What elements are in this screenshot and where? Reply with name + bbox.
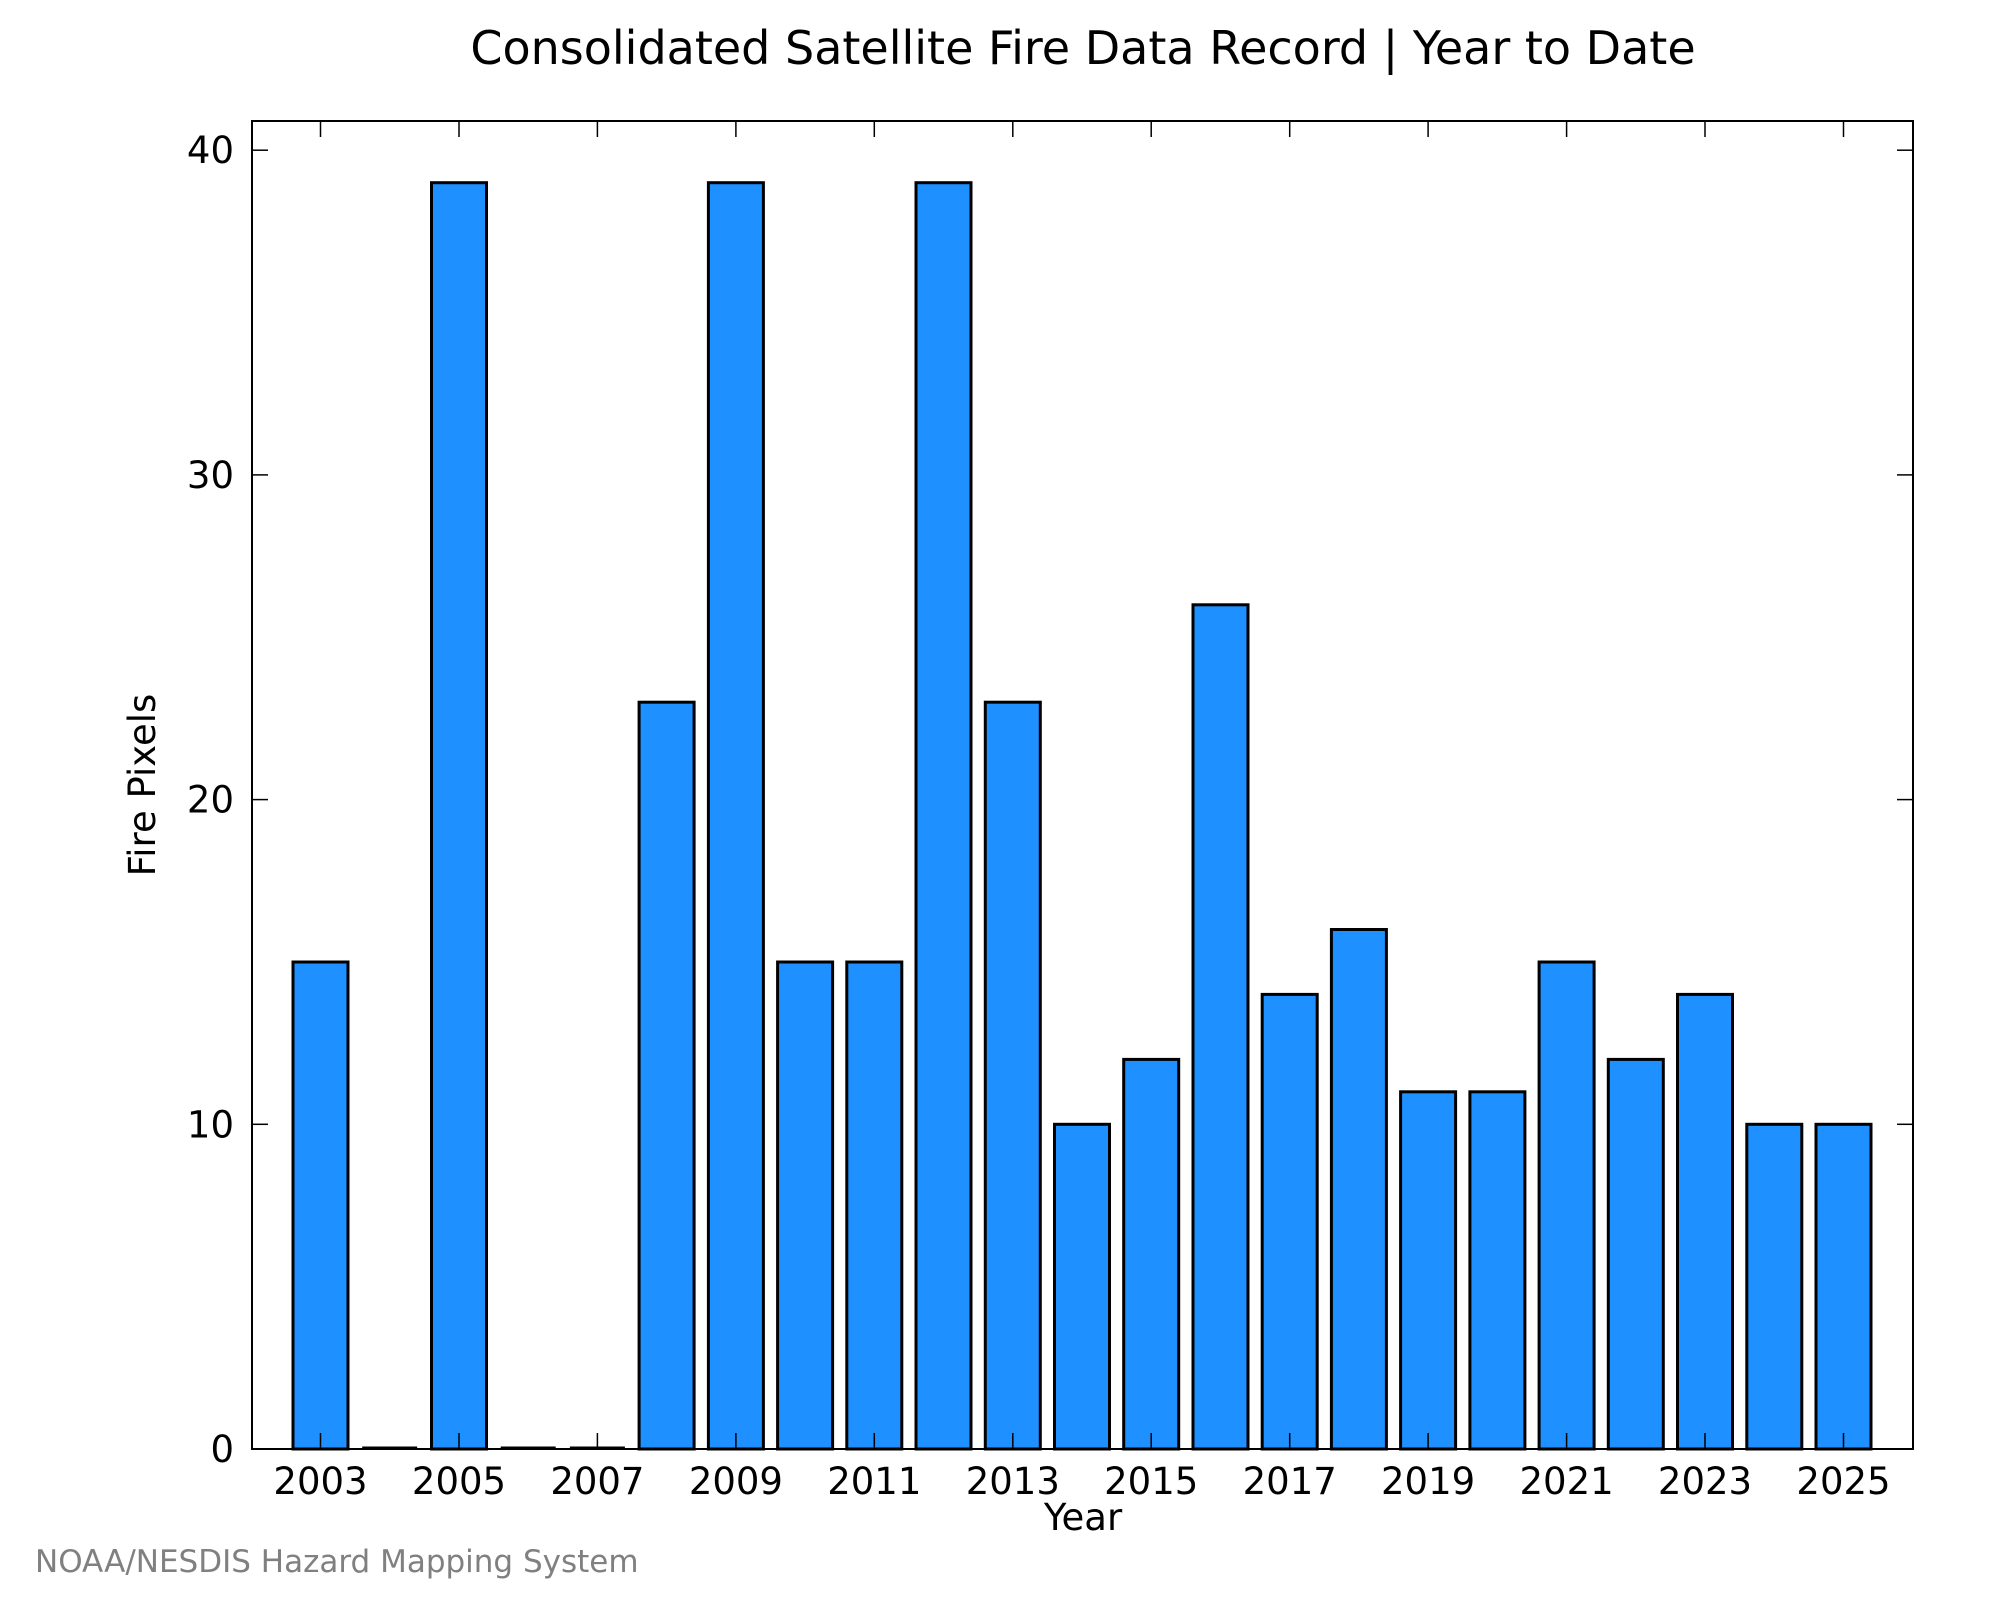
bar-2016: [1191, 603, 1250, 1451]
plot-frame: [251, 120, 1914, 1450]
x-tick-label-2013: 2013: [966, 1460, 1060, 1503]
bar-2012: [914, 181, 973, 1451]
bars-group: [291, 181, 1873, 1451]
bar-2013: [983, 700, 1042, 1451]
x-tick-label-2017: 2017: [1243, 1460, 1337, 1503]
bar-2009: [706, 181, 765, 1451]
x-tick-label-2007: 2007: [550, 1460, 644, 1503]
y-tick-label-40: 40: [187, 129, 234, 172]
x-tick-label-2021: 2021: [1520, 1460, 1614, 1503]
x-tick-label-2003: 2003: [273, 1460, 367, 1503]
bar-2021: [1537, 960, 1596, 1451]
x-tick-label-2019: 2019: [1381, 1460, 1475, 1503]
chart-title: Consolidated Satellite Fire Data Record …: [470, 21, 1695, 76]
bar-2011: [845, 960, 904, 1451]
bar-2022: [1606, 1057, 1665, 1451]
bar-2020: [1468, 1090, 1527, 1451]
bar-2018: [1329, 928, 1388, 1451]
bar-2003: [291, 960, 350, 1451]
x-tick-label-2011: 2011: [827, 1460, 921, 1503]
x-tick-label-2023: 2023: [1658, 1460, 1752, 1503]
x-tick-label-2025: 2025: [1796, 1460, 1890, 1503]
bar-2014: [1053, 1122, 1111, 1451]
bar-2005: [430, 181, 488, 1451]
footer-credit: NOAA/NESDIS Hazard Mapping System: [35, 1544, 639, 1580]
x-axis-label: Year: [1043, 1496, 1123, 1539]
y-tick-label-10: 10: [187, 1103, 234, 1146]
bar-2010: [776, 960, 835, 1451]
x-tick-label-2005: 2005: [412, 1460, 506, 1503]
x-tick-label-2015: 2015: [1104, 1460, 1198, 1503]
bar-2015: [1122, 1057, 1181, 1451]
y-axis-label: Fire Pixels: [121, 694, 164, 877]
bar-2023: [1676, 992, 1734, 1451]
x-tick-label-2009: 2009: [689, 1460, 783, 1503]
y-tick-label-30: 30: [187, 454, 234, 497]
bar-2017: [1260, 992, 1319, 1451]
bar-2008: [637, 700, 696, 1451]
bar-2025: [1814, 1122, 1873, 1451]
y-axis-ticks: 0 10 20 30 40: [187, 129, 1913, 1471]
y-tick-label-0: 0: [210, 1428, 234, 1471]
bar-2024: [1745, 1122, 1804, 1451]
bar-2019: [1399, 1090, 1458, 1451]
y-tick-label-20: 20: [187, 779, 234, 822]
x-axis-ticks: 2003 2005 2007 2009 2011 2013 2015 2017 2019 2021…: [273, 121, 1891, 1503]
